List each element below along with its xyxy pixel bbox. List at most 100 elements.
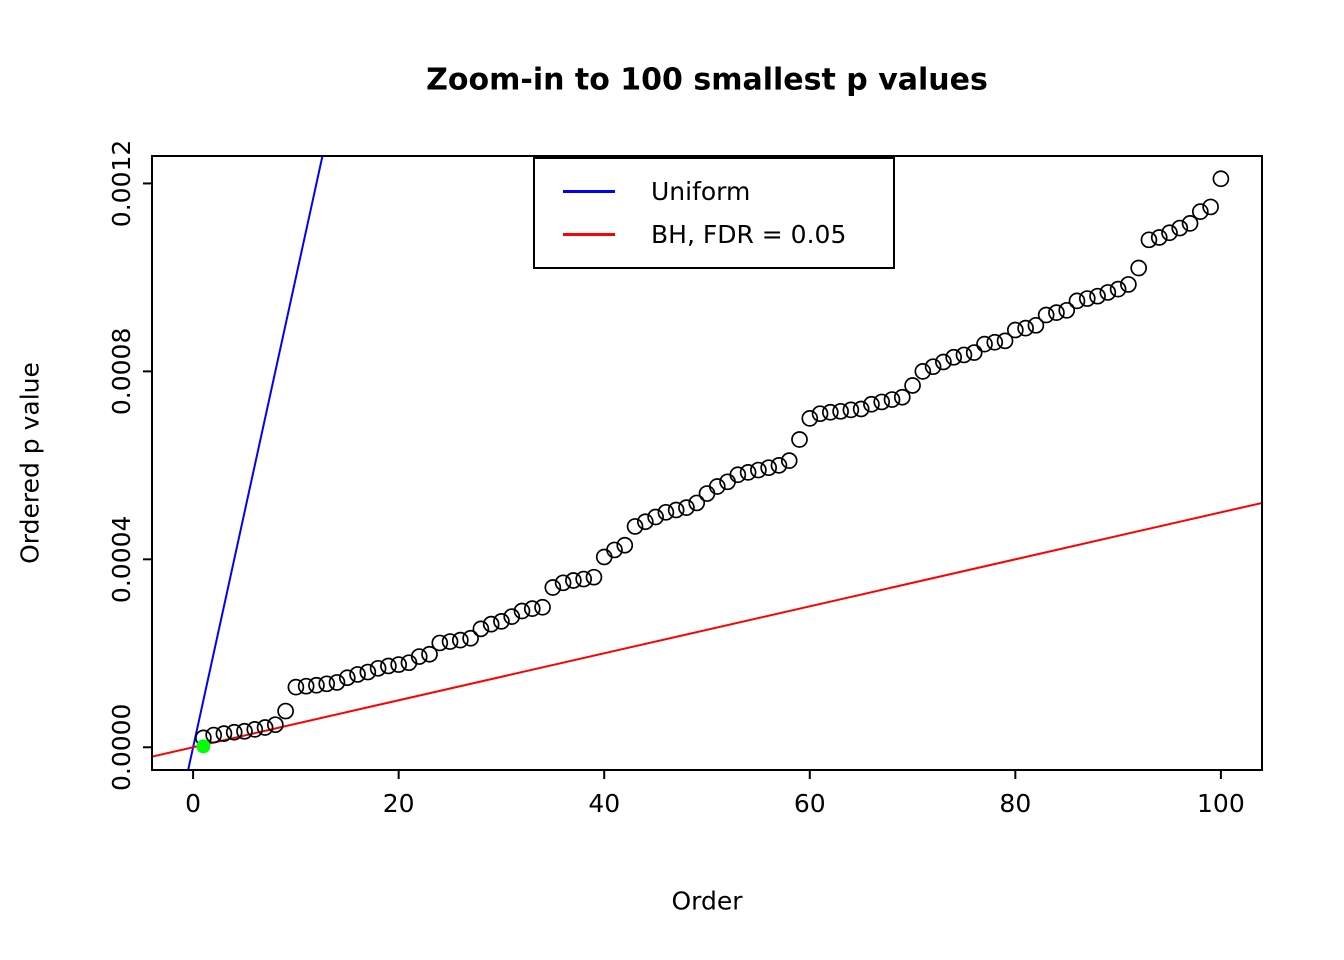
x-axis: 0 20 40 60 80 100 [185, 770, 1245, 818]
data-point [1181, 215, 1199, 232]
data-point [1120, 276, 1137, 293]
data-point [565, 572, 582, 589]
data-point [441, 633, 459, 650]
data-point [698, 485, 716, 502]
data-point [801, 410, 819, 427]
data-point [1006, 321, 1024, 339]
data-point [390, 656, 408, 673]
data-point [1078, 290, 1096, 307]
data-point [914, 363, 932, 380]
data-point [965, 344, 983, 361]
data-point [246, 721, 264, 738]
legend-label-uniform: Uniform [651, 177, 751, 206]
data-point [1171, 219, 1189, 237]
x-tick-label: 80 [999, 789, 1031, 818]
data-point [955, 346, 973, 364]
data-point [1150, 229, 1168, 246]
data-point [308, 676, 325, 694]
data-point [575, 570, 593, 588]
legend-item-bh: BH, FDR = 0.05 [563, 220, 893, 249]
data-point [595, 548, 613, 566]
legend-label-bh: BH, FDR = 0.05 [651, 220, 847, 249]
y-axis: 0.0000 0.0004 0.0008 0.0012 [107, 140, 152, 791]
line-bh-fdr-0-05 [152, 501, 1262, 758]
data-point [503, 608, 521, 625]
data-point [1212, 170, 1230, 188]
data-point [626, 518, 644, 535]
data-point [1161, 224, 1178, 242]
data-point [729, 466, 747, 484]
y-axis-label: Ordered p value [15, 362, 45, 564]
data-point [328, 674, 346, 691]
legend-item-uniform: Uniform [563, 177, 893, 206]
data-point [760, 459, 778, 477]
data-point [852, 400, 870, 418]
data-point [863, 395, 880, 413]
data-point [585, 568, 603, 586]
data-point [297, 677, 315, 695]
scatter-points [195, 170, 1230, 747]
x-axis-label: Order [671, 886, 743, 916]
data-point [523, 600, 541, 618]
data-point [1058, 301, 1076, 319]
data-point [893, 388, 911, 406]
data-point [996, 332, 1014, 350]
data-point [431, 634, 449, 652]
data-point [883, 391, 901, 408]
data-point [770, 456, 788, 474]
data-point [349, 666, 366, 683]
data-point [1140, 231, 1158, 249]
data-point [667, 501, 685, 519]
data-point [266, 716, 284, 734]
data-point [873, 393, 891, 411]
data-point [482, 615, 500, 633]
legend: Uniform BH, FDR = 0.05 [533, 157, 895, 269]
data-point [606, 541, 623, 559]
reference-lines [152, 156, 1262, 770]
data-point [1027, 316, 1045, 334]
x-tick-label: 60 [794, 789, 826, 818]
data-point [493, 612, 510, 630]
data-point [791, 431, 808, 448]
data-point [544, 579, 562, 596]
data-point [462, 629, 479, 647]
data-point [369, 659, 387, 677]
legend-line-uniform-swatch [563, 190, 615, 193]
x-tick-label: 0 [185, 789, 201, 818]
data-point [935, 353, 952, 371]
data-point [359, 663, 377, 681]
data-point [1109, 280, 1127, 298]
line-uniform [187, 156, 324, 770]
x-tick-label: 20 [383, 789, 415, 818]
data-point [472, 620, 490, 638]
data-point [277, 702, 294, 720]
data-point [1191, 203, 1209, 220]
data-point [647, 508, 664, 526]
plot-box [151, 155, 1263, 771]
data-point [986, 333, 1004, 351]
data-point [215, 725, 233, 742]
data-point [410, 648, 428, 665]
data-point [513, 602, 531, 620]
data-point [1089, 287, 1106, 305]
data-point [976, 335, 993, 353]
data-point [945, 348, 963, 366]
data-point [739, 464, 757, 481]
data-point [1037, 306, 1055, 324]
x-tick-label: 100 [1197, 789, 1245, 818]
chart-title: Zoom-in to 100 smallest p values [426, 62, 988, 98]
data-point [708, 478, 726, 495]
y-tick-label: 0.0004 [107, 516, 136, 603]
data-point [421, 645, 438, 663]
data-point [534, 598, 551, 616]
data-point [1017, 319, 1034, 337]
data-point [1202, 198, 1219, 216]
x-tick-label: 40 [588, 789, 620, 818]
data-point [338, 669, 356, 687]
data-point [236, 722, 253, 740]
highlight-point [196, 739, 211, 754]
data-point [750, 461, 767, 479]
data-point [811, 405, 829, 423]
data-point [380, 657, 397, 675]
